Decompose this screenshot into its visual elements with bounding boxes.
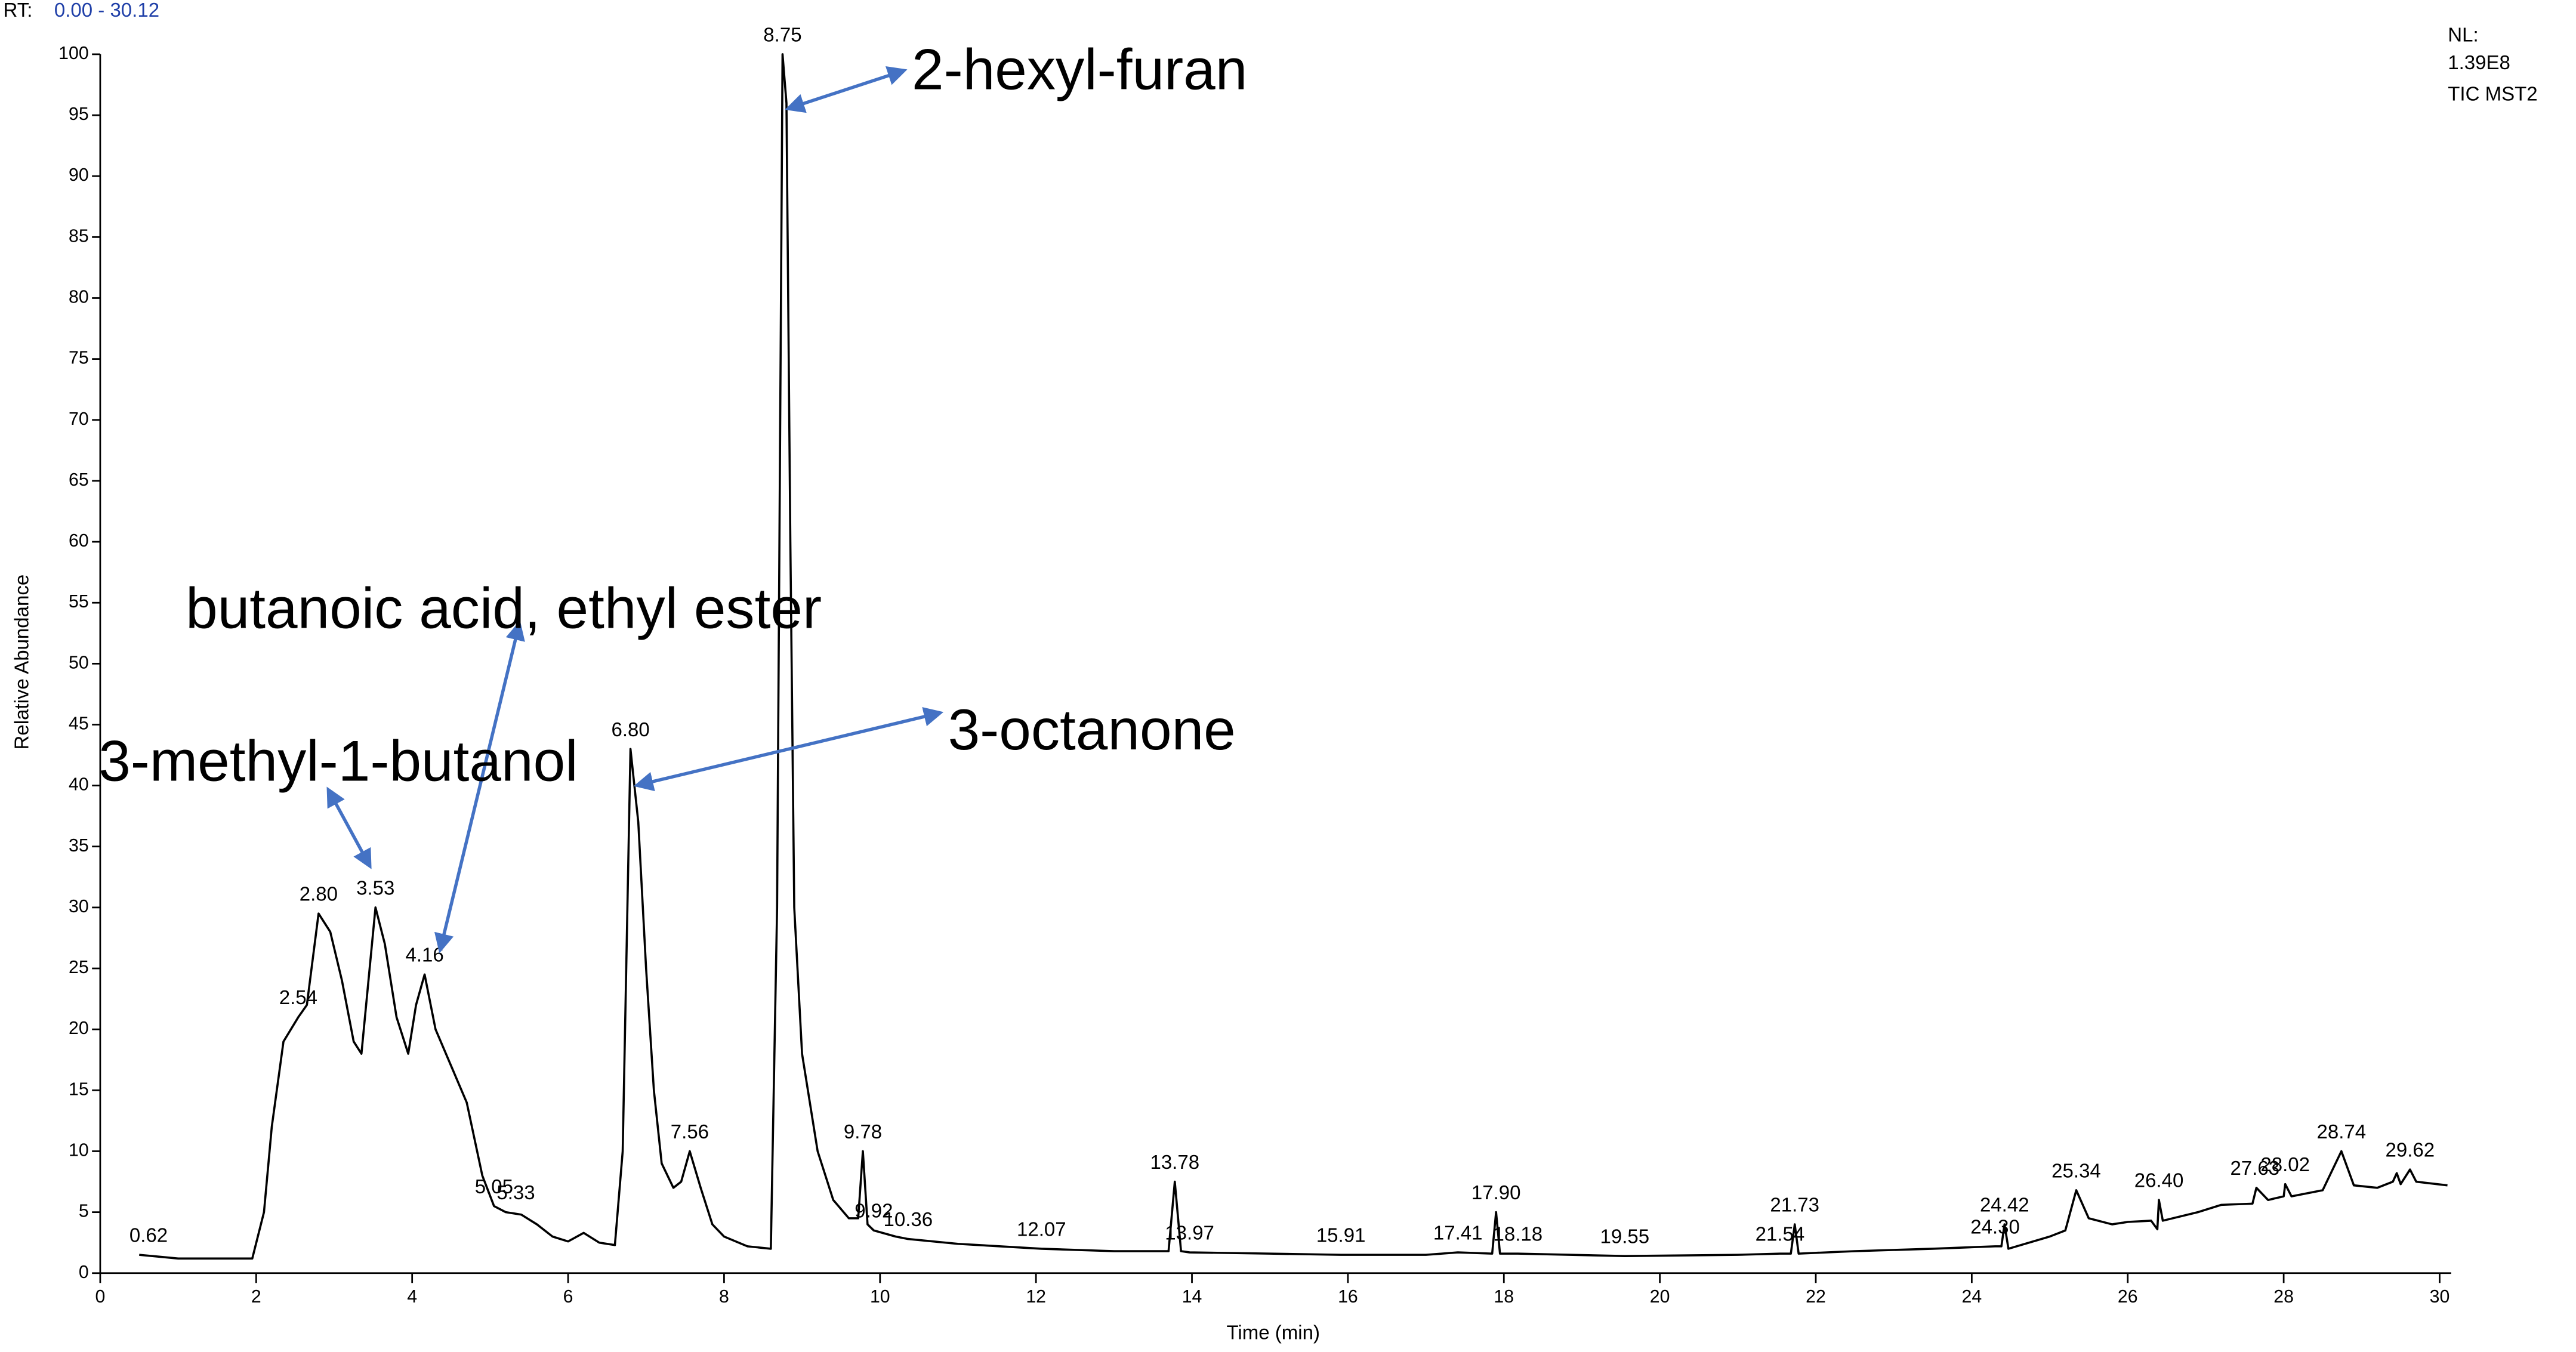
peak-label: 21.73	[1770, 1194, 1819, 1216]
peak-label: 24.30	[1970, 1215, 2020, 1237]
annotation: butanoic acid, ethyl ester	[186, 576, 822, 640]
peak-label: 10.36	[884, 1208, 933, 1230]
y-axis-title: Relative Abundance	[10, 575, 32, 750]
peak-label: 15.91	[1316, 1224, 1366, 1246]
annotation-arrow	[434, 620, 525, 953]
y-tick-label: 50	[69, 653, 89, 672]
annotation: 2-hexyl-furan	[912, 38, 1247, 101]
peak-label: 27.63	[2230, 1157, 2279, 1179]
peak-label: 7.56	[671, 1121, 709, 1143]
annotation-arrow	[785, 66, 908, 113]
y-tick-label: 100	[58, 44, 89, 63]
y-tick-label: 25	[69, 958, 89, 977]
x-tick-label: 12	[1026, 1287, 1046, 1307]
y-tick-label: 60	[69, 531, 89, 551]
y-tick-label: 20	[69, 1018, 89, 1038]
y-tick-label: 65	[69, 470, 89, 490]
x-tick-label: 16	[1338, 1287, 1358, 1307]
x-tick-label: 24	[1962, 1287, 1982, 1307]
x-tick-label: 6	[563, 1287, 573, 1307]
peak-label: 13.78	[1150, 1151, 1199, 1173]
y-tick-label: 0	[79, 1263, 89, 1282]
peak-label: 9.92	[854, 1200, 893, 1222]
y-tick-label: 5	[79, 1202, 89, 1221]
peak-label: 12.07	[1017, 1218, 1066, 1240]
y-tick-label: 70	[69, 409, 89, 429]
rt-range: 0.00 - 30.12	[54, 0, 159, 21]
peak-label: 26.40	[2134, 1169, 2184, 1192]
y-tick-label: 85	[69, 226, 89, 246]
peak-label: 9.78	[844, 1121, 882, 1143]
nl-label: NL:	[2448, 23, 2478, 45]
peak-label: 25.34	[2051, 1159, 2101, 1181]
y-tick-label: 55	[69, 592, 89, 612]
annotation: 3-octanone	[948, 698, 1236, 762]
peak-label: 0.62	[129, 1224, 168, 1246]
x-tick-label: 2	[251, 1287, 261, 1307]
x-tick-label: 22	[1806, 1287, 1826, 1307]
x-tick-label: 30	[2430, 1287, 2450, 1307]
y-tick-label: 95	[69, 104, 89, 124]
peak-label: 6.80	[611, 718, 649, 740]
x-tick-label: 28	[2273, 1287, 2294, 1307]
y-tick-label: 35	[69, 836, 89, 856]
peak-label: 4.16	[405, 944, 443, 966]
peak-label: 8.75	[763, 23, 801, 45]
y-tick-label: 80	[69, 287, 89, 307]
y-tick-label: 75	[69, 348, 89, 368]
rt-prefix: RT:	[4, 0, 33, 21]
peak-label: 5.33	[496, 1181, 535, 1203]
annotation: 3-methyl-1-butanol	[98, 730, 578, 794]
x-tick-label: 14	[1182, 1287, 1202, 1307]
annotation-arrow	[326, 786, 372, 869]
y-tick-label: 40	[69, 775, 89, 795]
nl-value: 1.39E8	[2448, 51, 2510, 73]
annotation-arrow	[633, 707, 944, 792]
peak-label: 24.42	[1980, 1194, 2029, 1216]
y-tick-label: 15	[69, 1079, 89, 1099]
peak-label: 17.41	[1433, 1221, 1483, 1243]
peak-label: 29.62	[2386, 1139, 2435, 1161]
peak-label: 2.54	[279, 986, 317, 1008]
x-tick-label: 18	[1494, 1287, 1514, 1307]
trace	[139, 53, 2448, 1260]
x-tick-label: 26	[2118, 1287, 2138, 1307]
peak-label: 2.80	[300, 883, 338, 905]
y-tick-label: 45	[69, 714, 89, 733]
scan-label: TIC MST2	[2448, 82, 2537, 104]
y-tick-label: 30	[69, 897, 89, 916]
peak-label: 28.74	[2317, 1121, 2367, 1143]
x-axis-title: Time (min)	[1226, 1321, 1320, 1343]
peak-label: 19.55	[1600, 1226, 1650, 1248]
x-tick-label: 10	[870, 1287, 890, 1307]
peak-label: 28.02	[2260, 1153, 2310, 1175]
peak-label: 21.54	[1756, 1223, 1805, 1245]
y-tick-label: 10	[69, 1140, 89, 1160]
peak-label: 17.90	[1471, 1181, 1521, 1203]
x-tick-label: 0	[95, 1287, 106, 1307]
peak-label: 3.53	[356, 876, 394, 899]
peak-label: 5.05	[475, 1175, 513, 1197]
peak-label: 13.97	[1165, 1221, 1214, 1243]
x-tick-label: 4	[407, 1287, 417, 1307]
peak-label: 18.18	[1493, 1223, 1542, 1245]
y-tick-label: 90	[69, 165, 89, 185]
x-tick-label: 8	[719, 1287, 729, 1307]
x-tick-label: 20	[1650, 1287, 1670, 1307]
